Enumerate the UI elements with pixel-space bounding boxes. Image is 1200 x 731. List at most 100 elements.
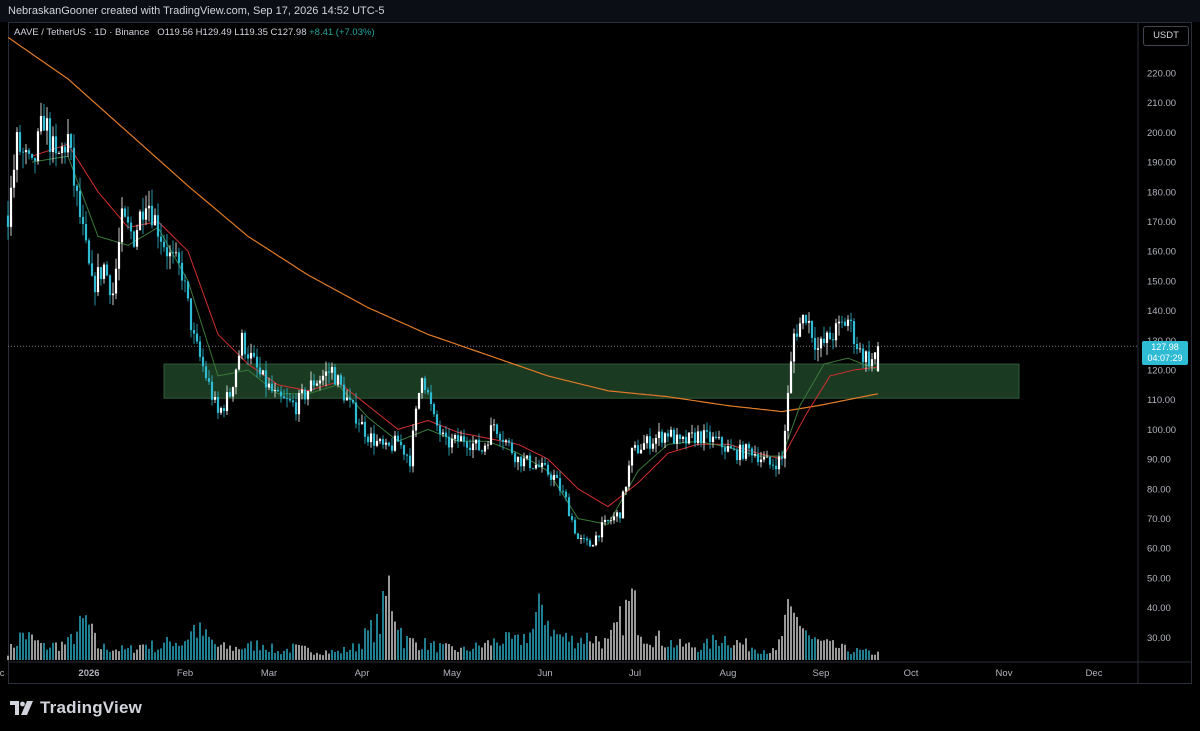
candle xyxy=(162,234,166,252)
volume-bar xyxy=(490,645,492,660)
volume-bar xyxy=(556,634,558,660)
volume-bar xyxy=(154,652,156,660)
chart-frame[interactable] xyxy=(8,22,1192,684)
candle xyxy=(450,433,454,454)
countdown-value: 04:07:29 xyxy=(1147,353,1183,363)
volume-bar xyxy=(58,650,60,660)
candle xyxy=(12,154,16,198)
candle xyxy=(315,380,319,387)
volume-bar xyxy=(43,642,45,660)
volume-bar xyxy=(682,646,684,660)
volume-bar xyxy=(238,649,240,660)
volume-bar xyxy=(829,640,831,660)
volume-bar xyxy=(298,644,300,660)
candle xyxy=(168,245,172,270)
low-label: L xyxy=(234,27,240,38)
volume-bar xyxy=(616,622,618,660)
candle xyxy=(693,427,697,448)
candle xyxy=(624,486,628,495)
candle xyxy=(342,376,346,404)
volume-bar xyxy=(670,640,672,660)
candle xyxy=(324,361,328,387)
volume-bar xyxy=(328,653,330,660)
high-value: 129.49 xyxy=(202,27,232,38)
volume-bar xyxy=(814,637,816,660)
volume-bar xyxy=(109,651,111,660)
volume-bar xyxy=(463,646,465,660)
candle xyxy=(609,516,613,525)
candle xyxy=(204,360,208,381)
candle xyxy=(303,387,307,405)
currency-button[interactable]: USDT xyxy=(1143,26,1189,46)
change-value: +8.41 (+7.03%) xyxy=(309,27,375,38)
volume-bar xyxy=(73,644,75,660)
moving-averages-layer xyxy=(7,36,879,525)
candle xyxy=(600,516,604,543)
volume-bar xyxy=(289,652,291,660)
candle xyxy=(621,490,625,519)
candle xyxy=(60,142,64,164)
volume-bar xyxy=(748,651,750,660)
volume-bar xyxy=(550,636,552,660)
volume-bar xyxy=(349,649,351,660)
candle xyxy=(774,457,778,477)
volume-bar xyxy=(100,649,102,660)
ma-slow-line xyxy=(7,36,879,413)
volume-bar xyxy=(358,643,360,660)
volume-bar xyxy=(592,643,594,660)
candle xyxy=(813,326,817,361)
candle xyxy=(234,368,238,395)
x-axis-ticks: Dec 2026 Feb Mar Apr May Jun Jul Aug Sep Oct Nov Dec xyxy=(0,668,1103,679)
volume-bar xyxy=(769,652,771,660)
candle xyxy=(654,434,658,453)
volume-bar xyxy=(400,627,402,660)
volume-bar xyxy=(655,635,657,660)
candle xyxy=(306,390,310,406)
volume-bar xyxy=(124,649,126,660)
candle xyxy=(90,250,94,277)
candle xyxy=(567,493,571,517)
candle xyxy=(225,385,229,416)
symbol-label[interactable]: AAVE / TetherUS · 1D · Binance xyxy=(14,27,150,38)
volume-bar xyxy=(163,642,165,660)
candle xyxy=(129,216,133,240)
candle xyxy=(399,434,403,449)
candle xyxy=(444,426,448,446)
candle xyxy=(384,438,388,450)
candle xyxy=(495,423,499,438)
volume-bar xyxy=(190,631,192,660)
candle xyxy=(483,442,487,456)
volume-bar xyxy=(853,652,855,660)
candle xyxy=(597,535,601,542)
candle xyxy=(486,441,490,450)
volume-bar xyxy=(433,641,435,660)
candle xyxy=(141,197,145,234)
candle xyxy=(297,389,301,422)
volume-bar xyxy=(106,649,108,660)
candle xyxy=(477,433,481,452)
volume-bar xyxy=(841,643,843,660)
volume-bar xyxy=(121,645,123,660)
candle xyxy=(729,439,733,449)
candle xyxy=(366,434,370,446)
volume-bar xyxy=(160,648,162,660)
candle xyxy=(720,435,724,455)
volume-bar xyxy=(64,644,66,660)
volume-bar xyxy=(337,650,339,660)
candle xyxy=(285,388,289,408)
volume-bar xyxy=(262,644,264,660)
volume-bar xyxy=(508,632,510,660)
candle xyxy=(156,203,160,249)
candle xyxy=(294,393,298,421)
volume-bar xyxy=(694,647,696,660)
volume-bar xyxy=(772,648,774,660)
tradingview-logo[interactable]: TradingView xyxy=(10,698,142,718)
candle xyxy=(357,418,361,433)
candle xyxy=(834,318,838,348)
y-tick-label: 60.00 xyxy=(1147,544,1171,555)
candle xyxy=(645,434,649,449)
candle xyxy=(465,436,469,457)
volume-bar xyxy=(619,606,621,660)
volume-bar xyxy=(868,650,870,660)
